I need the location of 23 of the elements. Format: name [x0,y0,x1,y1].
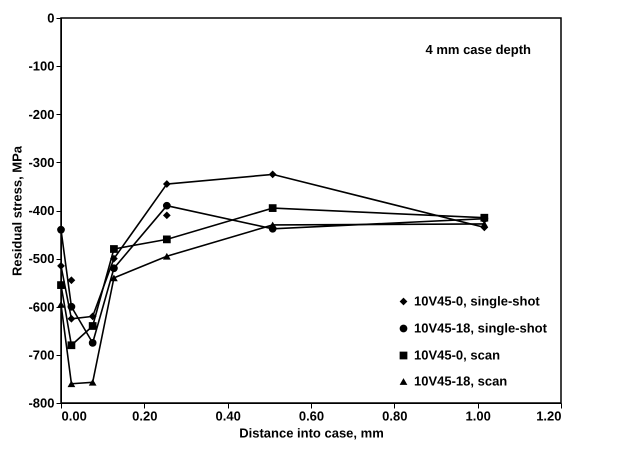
x-tick-label: 0.40 [216,408,241,424]
legend-label: 10V45-0, single-shot [414,294,540,308]
x-tick-label: 0.20 [132,408,158,424]
y-tick-label: -500 [28,251,54,266]
annotation: 4 mm case depth [426,42,532,57]
y-tick-label: 0 [47,10,54,26]
x-axis-title: Distance into case, mm [239,426,384,440]
y-tick-label: -200 [28,106,54,122]
x-tick-label: 0.60 [298,408,324,424]
y-tick-label: -800 [28,396,54,410]
y-tick-label: -700 [28,347,54,362]
x-tick-label: 1.20 [536,408,562,424]
y-tick-label: -600 [28,299,54,314]
legend-label: 10V45-18, scan [414,374,508,388]
legend-label: 10V45-0, scan [414,348,500,362]
y-axis-title: Residual stress, MPa [9,145,24,276]
x-tick-label: 1.00 [466,408,491,424]
x-tick-label: 0.80 [382,408,408,424]
legend-label: 10V45-18, single-shot [414,320,548,336]
y-tick-label: -400 [28,203,54,218]
y-tick-label: -100 [28,58,54,74]
y-tick-label: -300 [28,154,54,170]
x-tick-label: 0.00 [62,408,87,424]
